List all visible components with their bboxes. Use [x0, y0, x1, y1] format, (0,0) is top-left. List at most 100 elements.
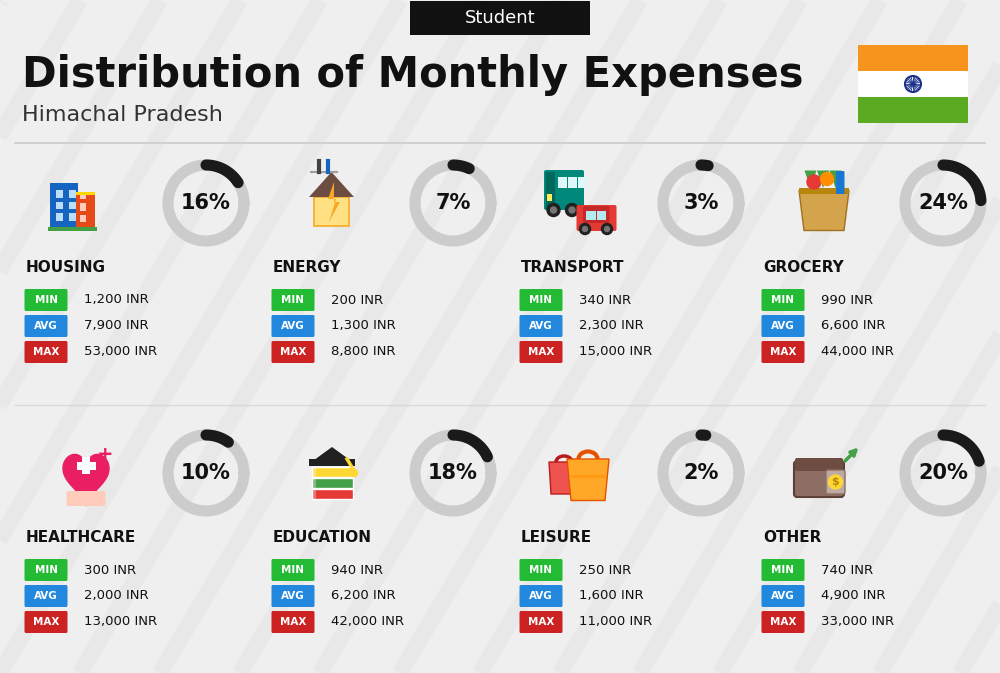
- Text: 2,000 INR: 2,000 INR: [84, 590, 149, 602]
- Text: 940 INR: 940 INR: [331, 563, 383, 577]
- Text: HEALTHCARE: HEALTHCARE: [26, 530, 136, 546]
- Text: 4,900 INR: 4,900 INR: [821, 590, 886, 602]
- Polygon shape: [804, 170, 816, 188]
- Text: 20%: 20%: [918, 463, 968, 483]
- Text: AVG: AVG: [281, 321, 305, 331]
- FancyBboxPatch shape: [762, 611, 804, 633]
- FancyBboxPatch shape: [80, 215, 86, 222]
- Text: AVG: AVG: [771, 591, 795, 601]
- FancyBboxPatch shape: [68, 213, 76, 221]
- Text: 8,800 INR: 8,800 INR: [331, 345, 396, 359]
- FancyBboxPatch shape: [586, 211, 596, 219]
- Text: AVG: AVG: [34, 591, 58, 601]
- Text: HOUSING: HOUSING: [26, 260, 106, 275]
- Circle shape: [807, 175, 821, 189]
- Text: 1,600 INR: 1,600 INR: [579, 590, 644, 602]
- Text: +: +: [97, 444, 113, 464]
- Text: MIN: MIN: [282, 295, 304, 305]
- Polygon shape: [817, 170, 829, 188]
- Polygon shape: [314, 197, 349, 225]
- Text: 42,000 INR: 42,000 INR: [331, 616, 404, 629]
- FancyBboxPatch shape: [312, 489, 316, 499]
- Text: $: $: [832, 477, 839, 487]
- Polygon shape: [316, 447, 349, 466]
- Text: 990 INR: 990 INR: [821, 293, 873, 306]
- Circle shape: [580, 223, 590, 234]
- FancyBboxPatch shape: [546, 172, 555, 208]
- Text: 6,200 INR: 6,200 INR: [331, 590, 396, 602]
- Text: 24%: 24%: [918, 193, 968, 213]
- FancyBboxPatch shape: [520, 315, 562, 337]
- Polygon shape: [567, 459, 609, 501]
- Text: MAX: MAX: [770, 617, 796, 627]
- FancyBboxPatch shape: [80, 203, 86, 211]
- Text: MIN: MIN: [772, 295, 794, 305]
- FancyBboxPatch shape: [858, 97, 968, 123]
- FancyBboxPatch shape: [858, 45, 968, 71]
- Text: OTHER: OTHER: [763, 530, 821, 546]
- FancyBboxPatch shape: [68, 201, 76, 209]
- Text: 53,000 INR: 53,000 INR: [84, 345, 157, 359]
- Text: 2,300 INR: 2,300 INR: [579, 320, 644, 332]
- FancyBboxPatch shape: [826, 470, 845, 494]
- FancyBboxPatch shape: [312, 467, 353, 477]
- Text: 13,000 INR: 13,000 INR: [84, 616, 157, 629]
- FancyBboxPatch shape: [272, 559, 314, 581]
- FancyBboxPatch shape: [547, 194, 552, 201]
- Circle shape: [569, 207, 575, 213]
- FancyBboxPatch shape: [520, 585, 562, 607]
- Text: AVG: AVG: [771, 321, 795, 331]
- Circle shape: [828, 475, 842, 489]
- FancyBboxPatch shape: [272, 289, 314, 311]
- FancyBboxPatch shape: [80, 192, 86, 199]
- Text: Distribution of Monthly Expenses: Distribution of Monthly Expenses: [22, 54, 804, 96]
- Polygon shape: [63, 454, 109, 505]
- FancyBboxPatch shape: [24, 611, 68, 633]
- Circle shape: [566, 203, 578, 217]
- FancyBboxPatch shape: [571, 475, 605, 478]
- Polygon shape: [328, 182, 340, 222]
- FancyBboxPatch shape: [272, 315, 314, 337]
- Text: 250 INR: 250 INR: [579, 563, 631, 577]
- Text: AVG: AVG: [529, 591, 553, 601]
- FancyBboxPatch shape: [762, 341, 804, 363]
- Text: MIN: MIN: [282, 565, 304, 575]
- FancyBboxPatch shape: [76, 193, 95, 228]
- Text: 1,200 INR: 1,200 INR: [84, 293, 149, 306]
- Text: ENERGY: ENERGY: [273, 260, 342, 275]
- Circle shape: [550, 207, 556, 213]
- FancyBboxPatch shape: [76, 192, 95, 194]
- FancyBboxPatch shape: [520, 289, 562, 311]
- FancyBboxPatch shape: [68, 190, 76, 197]
- Polygon shape: [830, 170, 842, 188]
- Text: 740 INR: 740 INR: [821, 563, 873, 577]
- Text: MAX: MAX: [528, 617, 554, 627]
- FancyBboxPatch shape: [309, 459, 355, 466]
- Circle shape: [547, 203, 560, 217]
- Polygon shape: [309, 172, 354, 197]
- Text: AVG: AVG: [34, 321, 58, 331]
- FancyBboxPatch shape: [520, 611, 562, 633]
- Text: MIN: MIN: [34, 565, 58, 575]
- Text: GROCERY: GROCERY: [763, 260, 844, 275]
- Text: 44,000 INR: 44,000 INR: [821, 345, 894, 359]
- FancyBboxPatch shape: [24, 341, 68, 363]
- FancyBboxPatch shape: [544, 170, 584, 210]
- Circle shape: [582, 227, 588, 232]
- FancyBboxPatch shape: [836, 171, 844, 194]
- FancyBboxPatch shape: [82, 456, 90, 474]
- FancyBboxPatch shape: [578, 177, 586, 188]
- FancyBboxPatch shape: [410, 1, 590, 35]
- Text: MAX: MAX: [33, 347, 59, 357]
- Polygon shape: [799, 190, 849, 230]
- Text: 7,900 INR: 7,900 INR: [84, 320, 149, 332]
- Text: 7%: 7%: [435, 193, 471, 213]
- Text: MIN: MIN: [530, 295, 552, 305]
- FancyBboxPatch shape: [76, 462, 96, 470]
- FancyBboxPatch shape: [24, 289, 68, 311]
- FancyBboxPatch shape: [24, 315, 68, 337]
- FancyBboxPatch shape: [583, 206, 610, 223]
- Text: MAX: MAX: [280, 617, 306, 627]
- Text: Student: Student: [465, 9, 535, 27]
- FancyBboxPatch shape: [762, 289, 804, 311]
